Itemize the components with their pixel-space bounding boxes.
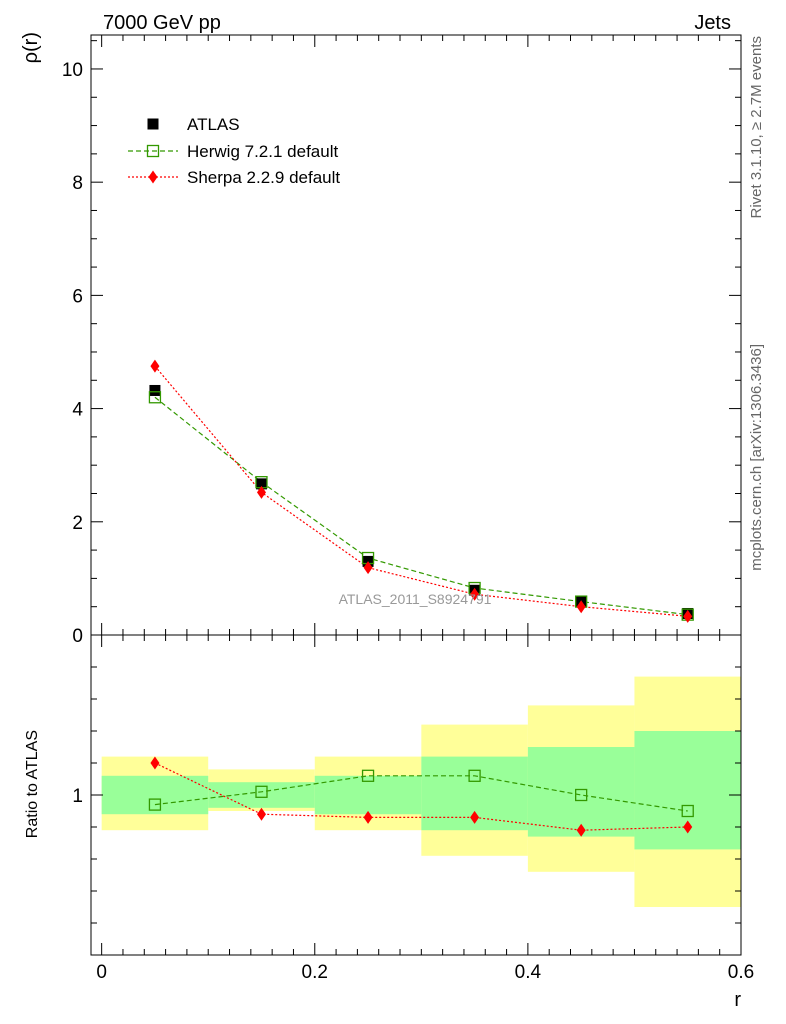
energy-label: 7000 GeV pp — [103, 12, 221, 34]
legend-label: Herwig 7.2.1 default — [187, 142, 338, 161]
ratio-x-tick-label: 0 — [96, 962, 107, 983]
main-sherpa-point — [256, 485, 266, 499]
main-atlas-point — [255, 478, 267, 490]
ratio-band-inner — [527, 747, 635, 837]
main-y-tick-label: 10 — [62, 60, 83, 81]
ratio-sherpa-line — [154, 762, 688, 831]
main-herwig-point — [148, 391, 162, 404]
main-y-tick-label: 0 — [72, 626, 83, 647]
ratio-herwig-point — [575, 788, 588, 802]
legend-label: ATLAS — [187, 115, 240, 134]
ratio-sherpa-point — [470, 810, 480, 824]
ratio-x-tick-label: 0.4 — [515, 962, 542, 983]
ratio-sherpa-point — [256, 807, 266, 821]
x-axis-label: r — [734, 989, 741, 1011]
rivet-label: Rivet 3.1.10, ≥ 2.7M events — [748, 36, 765, 219]
main-atlas-point — [149, 384, 161, 396]
ratio-herwig-point — [681, 804, 694, 818]
ratio-sherpa-point — [150, 756, 160, 770]
main-sherpa-point — [576, 600, 586, 614]
main-y-tick-label: 6 — [72, 286, 83, 307]
ratio-band-inner — [101, 775, 209, 815]
ratio-sherpa-point — [576, 823, 586, 837]
main-y-tick-label: 8 — [72, 173, 83, 194]
ratio-y-axis-label: Ratio to ATLAS — [24, 730, 41, 838]
ratio-y-tick-label: 1 — [72, 786, 83, 807]
legend-marker — [147, 118, 159, 130]
legend-marker — [146, 144, 160, 158]
ratio-x-tick-label: 0.2 — [302, 962, 328, 983]
mcplots-label: mcplots.cern.ch [arXiv:1306.3436] — [748, 344, 765, 571]
ratio-herwig-line — [154, 775, 688, 812]
main-herwig-line — [154, 396, 688, 616]
ratio-sherpa-point — [363, 810, 373, 824]
analysis-label: ATLAS_2011_S8924791 — [339, 591, 492, 607]
ratio-panel: 1 0 0.2 0.4 0.6 — [72, 634, 754, 983]
main-sherpa-point — [150, 359, 160, 373]
ratio-band-inner — [314, 775, 422, 815]
ratio-x-tick-label: 0.6 — [728, 962, 754, 983]
main-y-tick-label: 4 — [72, 400, 83, 421]
ratio-herwig-point — [468, 769, 481, 782]
legend: ATLAS Herwig 7.2.1 default Sherpa 2.2.9 de… — [128, 115, 340, 187]
ratio-herwig-point — [361, 769, 375, 782]
main-panel: ATLAS_2011_S8924791 0 2 4 6 8 10 ATLAS Herwig … — [62, 34, 742, 647]
ratio-sherpa-point — [683, 820, 693, 834]
legend-marker — [148, 170, 158, 184]
process-label: Jets — [694, 12, 731, 34]
ratio-herwig-point — [255, 785, 268, 798]
main-y-axis-label: ρ(r) — [20, 32, 42, 63]
main-y-tick-label: 2 — [72, 513, 83, 534]
ratio-herwig-point — [148, 798, 162, 811]
main-sherpa-line — [154, 365, 688, 617]
main-sherpa-point — [683, 609, 693, 623]
main-sherpa-point — [363, 561, 373, 575]
legend-label: Sherpa 2.2.9 default — [187, 168, 340, 187]
main-sherpa-point — [470, 587, 480, 601]
